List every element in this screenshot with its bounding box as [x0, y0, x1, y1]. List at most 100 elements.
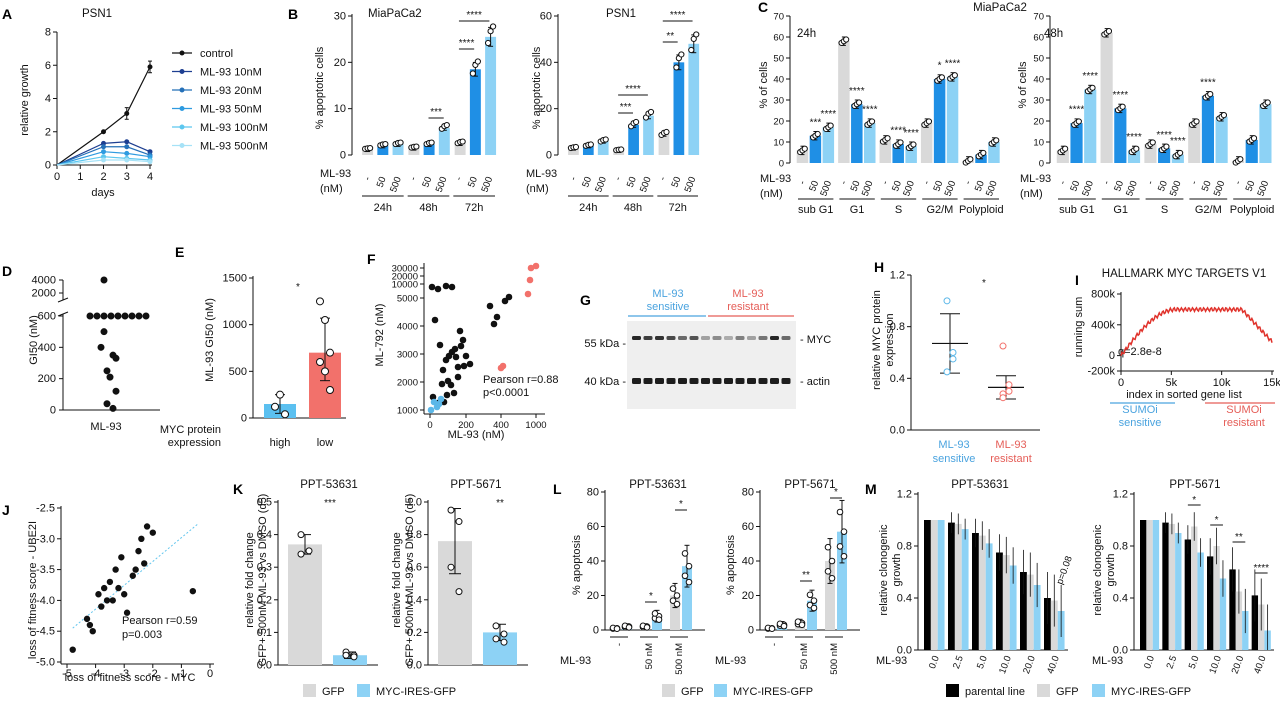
m-bar: [1175, 533, 1182, 650]
f-point: [438, 380, 446, 388]
j-xlabel: loss of fitness score - MYC: [65, 672, 196, 684]
panel-label-l: L: [553, 481, 562, 497]
m-ylabel-1b: growth: [891, 553, 903, 586]
e-ytick-label: 1000: [223, 319, 247, 331]
d-point: [114, 312, 122, 320]
m1-ytick-label: 0.0: [1113, 645, 1128, 657]
m-bar: [1140, 520, 1147, 650]
l-point: [810, 597, 818, 604]
f-ytick-label: 20000: [392, 272, 418, 283]
c-replicate-point: [1133, 145, 1140, 152]
l-bar: [652, 616, 662, 630]
k-title-2: PPT-5671: [450, 479, 501, 491]
c0-ytick-label: 40: [773, 75, 784, 86]
b-bar: [408, 148, 420, 155]
f-point: [447, 381, 455, 389]
j-ylabel: loss of fitness score - UBE2I: [27, 521, 39, 659]
f-ytick-label: 10000: [392, 280, 418, 291]
g-myc-band: [701, 336, 710, 340]
k-point: [305, 547, 313, 555]
l-legend-gfp-swatch: [662, 684, 675, 697]
c0-ytick-label: 70: [773, 12, 784, 23]
l-drug-label: ML-93: [715, 655, 746, 667]
h-cat-2a: ML-93: [995, 439, 1026, 451]
m-bar: [924, 520, 931, 650]
g-myc-band: [770, 336, 779, 340]
l0-ytick-label: 40: [587, 556, 599, 568]
c0-ytick-label: 50: [773, 54, 784, 65]
g-myc-band: [712, 336, 722, 340]
b0-ytick-label: 20: [334, 57, 346, 69]
g-myc-band: [781, 336, 791, 340]
a-series-point: [124, 144, 130, 150]
c-dose-label: 500: [1255, 179, 1271, 198]
c-dose-label: 500: [984, 179, 1000, 198]
b-dose-label: 500: [388, 175, 404, 194]
f-point-sensitive: [427, 406, 435, 414]
c-replicate-point: [1089, 84, 1096, 91]
m-dose-label: 5.0: [975, 654, 990, 670]
c-phase-label: G1: [1113, 204, 1128, 216]
l-sig-stars: *: [679, 499, 683, 510]
h-sig: *: [982, 278, 986, 289]
i-xtick-label: 5k: [1166, 377, 1178, 389]
b-replicate-point: [678, 51, 685, 58]
f-point: [439, 366, 447, 374]
c-replicate-point: [1062, 145, 1069, 152]
c-bar: [920, 123, 933, 163]
k-point: [447, 563, 455, 571]
l-point: [681, 550, 689, 557]
f-point: [434, 285, 442, 293]
b-drug-label: ML-93: [526, 168, 557, 180]
m-bar: [1020, 572, 1027, 650]
d-point: [103, 367, 111, 375]
b-replicate-point: [647, 108, 655, 116]
c-bar: [1259, 104, 1272, 163]
a-xtick-label: 3: [124, 171, 130, 183]
j-point: [123, 609, 131, 616]
f-point: [451, 345, 459, 353]
k-plot-area: 0.0 0.1 0.2 0.3 0.4 0.5 0.0 0.2 0.4 0.6 0.8 1.0: [257, 497, 528, 672]
c-bar: [1100, 32, 1113, 163]
l-point: [836, 508, 844, 516]
c-unit-label: (nM): [1020, 188, 1043, 200]
j-ytick-label: -5.0: [36, 657, 55, 669]
f-xtick-label: 0: [427, 420, 432, 431]
a-ytick-label: 4: [45, 93, 51, 105]
c0-ytick-label: 0: [779, 159, 784, 170]
j-point: [95, 591, 102, 598]
l-dose-label: 500 nM: [674, 643, 685, 675]
m1-ytick-label: 1.2: [1113, 489, 1128, 501]
k-point: [297, 531, 305, 539]
c-replicate-point: [1105, 28, 1113, 35]
b-sig-stars: **: [666, 31, 674, 42]
i-qval: q=2.8e-8: [1118, 346, 1162, 358]
k0-ytick-label: 0.4: [257, 529, 272, 541]
b-bar: [568, 148, 579, 155]
l-point: [828, 557, 836, 565]
g-myc-band: [632, 336, 641, 340]
h-point: [1005, 387, 1013, 395]
j-ytick-label: -4.5: [36, 626, 55, 638]
panel-label-b: B: [288, 6, 298, 22]
c-bar: [879, 139, 892, 163]
g-marker-55: 55 kDa -: [584, 338, 626, 350]
m-bar: [1152, 520, 1160, 650]
j-point: [129, 572, 136, 579]
c-bar: [796, 150, 809, 163]
b-unit-label: (nM): [320, 183, 343, 195]
k1-ytick-label: 0.2: [407, 627, 422, 639]
g-myc-band: [724, 336, 733, 340]
c-dose-label: -: [880, 179, 891, 186]
h-cat-2b: resistant: [990, 453, 1032, 465]
k-ylabel-2b: GFP+ 500nM ML-93 vs DMSO (d5): [404, 494, 416, 667]
c-bar: [1144, 144, 1157, 163]
b-bar: [658, 134, 670, 155]
b-bar: [392, 144, 404, 155]
c-sig-stars: ****: [862, 105, 878, 116]
i-title: HALLMARK MYC TARGETS V1: [1102, 268, 1266, 280]
k-point: [447, 506, 455, 514]
m-bar: [1219, 578, 1227, 650]
b-replicate-point: [382, 140, 389, 148]
a-legend-label: ML-93 50nM: [200, 104, 262, 116]
